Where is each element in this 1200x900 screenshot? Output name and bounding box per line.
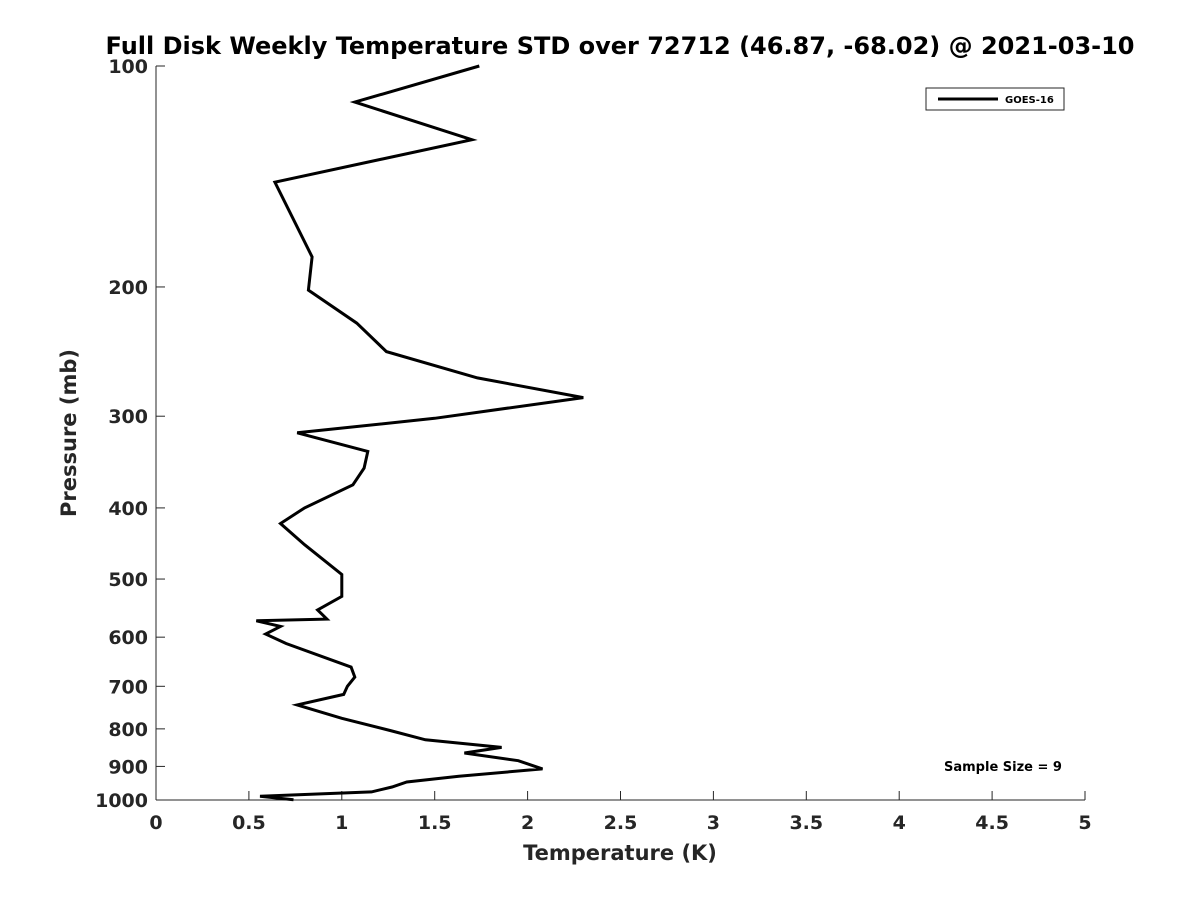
x-tick-label: 2 xyxy=(521,812,534,834)
x-tick-label: 2.5 xyxy=(604,812,638,834)
x-tick-label: 3.5 xyxy=(789,812,823,834)
sample-size-annotation: Sample Size = 9 xyxy=(944,760,1062,775)
series-layer xyxy=(255,64,584,802)
y-tick-label: 400 xyxy=(108,498,148,520)
y-tick-label: 800 xyxy=(108,719,148,741)
x-tick-label: 3 xyxy=(707,812,720,834)
y-tick-label: 500 xyxy=(108,569,148,591)
x-tick-label: 5 xyxy=(1078,812,1091,834)
x-tick-label: 4 xyxy=(893,812,906,834)
y-tick-label: 200 xyxy=(108,277,148,299)
x-tick-label: 4.5 xyxy=(975,812,1009,834)
y-tick-label: 100 xyxy=(108,56,148,78)
y-tick-label: 700 xyxy=(108,676,148,698)
x-axis-ticks: 0 0.5 1 1.5 2 2.5 3 3.5 4 4.5 5 xyxy=(149,791,1092,834)
y-tick-label: 900 xyxy=(108,756,148,778)
y-axis-ticks: 100 200 300 400 500 600 700 800 900 1000 xyxy=(95,56,165,812)
y-tick-label: 1000 xyxy=(95,790,148,812)
x-tick-label: 0.5 xyxy=(232,812,266,834)
legend: GOES-16 xyxy=(925,87,1065,111)
y-axis-label: Pressure (mb) xyxy=(57,349,81,517)
x-tick-label: 1 xyxy=(335,812,348,834)
x-tick-label: 0 xyxy=(149,812,162,834)
y-tick-label: 300 xyxy=(108,406,148,428)
y-tick-label: 600 xyxy=(108,627,148,649)
x-tick-label: 1.5 xyxy=(418,812,452,834)
x-axis-label: Temperature (K) xyxy=(523,841,717,865)
chart-title: Full Disk Weekly Temperature STD over 72… xyxy=(106,32,1135,60)
series-line-goes-16 xyxy=(255,64,584,802)
legend-label-goes-16: GOES-16 xyxy=(1005,95,1054,106)
